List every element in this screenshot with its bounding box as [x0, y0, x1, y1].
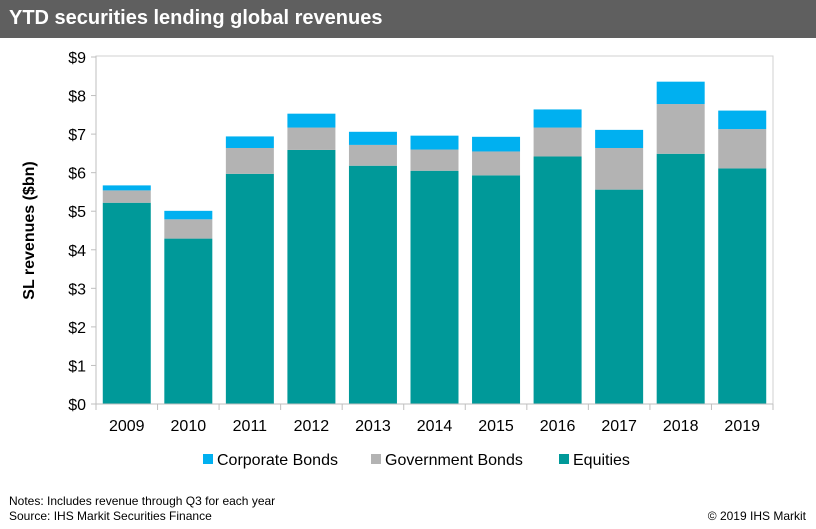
x-tick-label: 2019 — [724, 418, 760, 435]
bar-government-bonds-2018 — [656, 104, 705, 154]
y-tick-label: $8 — [68, 89, 86, 106]
y-tick-label: $6 — [68, 166, 86, 183]
legend-swatch-government-bonds — [371, 454, 381, 464]
y-tick-label: $0 — [68, 397, 86, 414]
bar-government-bonds-2016 — [533, 127, 582, 157]
bar-corporate-bonds-2013 — [348, 131, 397, 145]
y-tick-label: $5 — [68, 204, 86, 221]
source-line: Source: IHS Markit Securities Finance — [9, 509, 212, 523]
bar-corporate-bonds-2016 — [533, 109, 582, 128]
x-tick-label: 2015 — [478, 418, 514, 435]
bar-equities-2009 — [102, 202, 151, 404]
bar-equities-2014 — [410, 170, 459, 404]
legend-label-government-bonds: Government Bonds — [385, 452, 523, 469]
bar-corporate-bonds-2010 — [164, 210, 213, 220]
y-tick-label: $7 — [68, 127, 86, 144]
x-tick-label: 2013 — [355, 418, 391, 435]
bar-equities-2013 — [348, 165, 397, 404]
copyright: © 2019 IHS Markit — [707, 509, 806, 523]
bar-corporate-bonds-2012 — [287, 113, 336, 128]
bar-corporate-bonds-2015 — [472, 136, 521, 152]
bar-equities-2019 — [718, 168, 767, 404]
legend-label-corporate-bonds: Corporate Bonds — [217, 452, 338, 469]
x-tick-label: 2018 — [663, 418, 699, 435]
y-axis-label: SL revenues ($bn) — [21, 161, 38, 299]
y-tick-label: $2 — [68, 320, 86, 337]
bar-equities-2018 — [656, 153, 705, 404]
bar-government-bonds-2010 — [164, 219, 213, 239]
bar-government-bonds-2017 — [595, 147, 644, 190]
x-tick-label: 2016 — [540, 418, 576, 435]
title-bar: YTD securities lending global revenues — [0, 0, 816, 38]
bar-equities-2016 — [533, 156, 582, 404]
chart-title: YTD securities lending global revenues — [9, 7, 383, 29]
bar-corporate-bonds-2019 — [718, 110, 767, 130]
bar-government-bonds-2012 — [287, 127, 336, 150]
bar-government-bonds-2011 — [225, 147, 274, 174]
bar-equities-2015 — [472, 175, 521, 404]
bar-government-bonds-2009 — [102, 190, 151, 203]
x-tick-label: 2014 — [417, 418, 453, 435]
x-tick-label: 2010 — [171, 418, 207, 435]
bar-corporate-bonds-2014 — [410, 135, 459, 150]
bar-equities-2011 — [225, 173, 274, 404]
bar-corporate-bonds-2017 — [595, 129, 644, 148]
notes-line: Notes: Includes revenue through Q3 for e… — [9, 494, 276, 508]
y-tick-label: $9 — [68, 50, 86, 67]
y-tick-label: $3 — [68, 281, 86, 298]
y-tick-label: $4 — [68, 243, 86, 260]
bar-government-bonds-2019 — [718, 129, 767, 169]
chart-notes: Notes: Includes revenue through Q3 for e… — [9, 494, 275, 524]
x-tick-label: 2009 — [109, 418, 145, 435]
bar-government-bonds-2015 — [472, 151, 521, 176]
legend-swatch-corporate-bonds — [203, 454, 213, 464]
bar-government-bonds-2013 — [348, 144, 397, 166]
x-tick-label: 2017 — [601, 418, 637, 435]
bar-equities-2010 — [164, 238, 213, 404]
stacked-bar-chart: 2009 2010 2011 2012 2013 2014 2015 2016 2017 2018… — [21, 50, 774, 469]
bar-equities-2012 — [287, 149, 336, 404]
x-tick-label: 2012 — [294, 418, 330, 435]
x-tick-label: 2011 — [233, 418, 268, 435]
legend-swatch-equities — [559, 454, 569, 464]
bar-corporate-bonds-2009 — [102, 185, 151, 191]
legend-label-equities: Equities — [573, 452, 630, 469]
bar-corporate-bonds-2018 — [656, 81, 705, 105]
bar-corporate-bonds-2011 — [225, 136, 274, 148]
bar-equities-2017 — [595, 189, 644, 404]
bar-government-bonds-2014 — [410, 149, 459, 171]
y-tick-label: $1 — [68, 358, 86, 375]
